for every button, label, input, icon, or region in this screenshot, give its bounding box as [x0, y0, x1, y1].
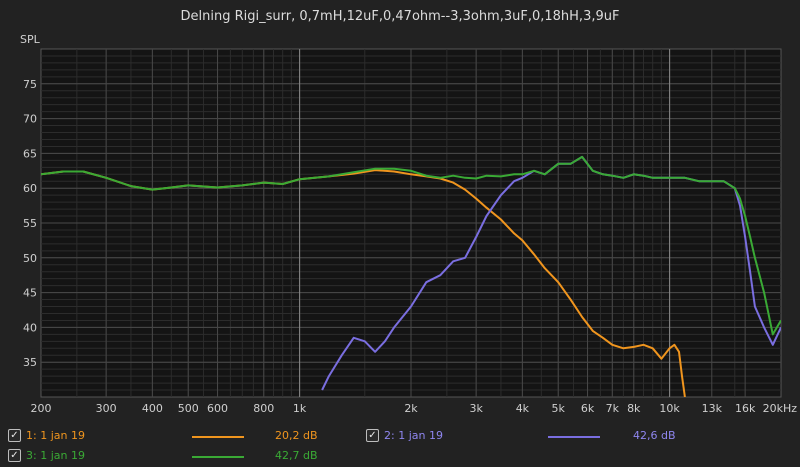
series-2-value: 42,6 dB: [633, 429, 676, 442]
series-layer: [41, 155, 781, 397]
y-tick-label: 40: [23, 321, 37, 334]
series-1-value: 20,2 dB: [275, 429, 318, 442]
y-axis-label: SPL: [20, 33, 40, 46]
series-2-label: 2: 1 jan 19: [384, 429, 443, 442]
series-3-checkbox[interactable]: ✓: [8, 449, 21, 462]
y-tick-label: 65: [23, 147, 37, 160]
x-tick-label: 600: [207, 402, 228, 415]
series-1-checkbox[interactable]: ✓: [8, 429, 21, 442]
y-tick-labels: 35 40 45 50 55 60 65 70 75: [23, 78, 37, 369]
x-tick-label: 2k: [404, 402, 418, 415]
series-1-label: 1: 1 jan 19: [26, 429, 85, 442]
y-tick-label: 75: [23, 78, 37, 91]
y-tick-label: 60: [23, 182, 37, 195]
x-tick-label: 13k: [702, 402, 723, 415]
x-tick-label: 6k: [581, 402, 595, 415]
x-tick-label: 4k: [516, 402, 530, 415]
x-tick-labels: 200 300 400 500 600 800 1k 2k 3k 4k 5k 6k 7k 8k 10k 13k…: [31, 402, 798, 415]
series-3-value: 42,7 dB: [275, 449, 318, 462]
series-2-swatch: [548, 436, 600, 438]
y-tick-label: 45: [23, 287, 37, 300]
x-tick-label: 200: [31, 402, 52, 415]
x-tick-label: 500: [178, 402, 199, 415]
x-tick-label: 10k: [659, 402, 680, 415]
x-tick-label: 3k: [469, 402, 483, 415]
y-tick-label: 55: [23, 217, 37, 230]
series-2-checkbox[interactable]: ✓: [366, 429, 379, 442]
y-tick-label: 50: [23, 252, 37, 265]
x-tick-label: 7k: [606, 402, 620, 415]
major-grid: [41, 49, 781, 397]
x-tick-label: 1k: [293, 402, 307, 415]
x-tick-label: 16k: [735, 402, 756, 415]
x-tick-label: 800: [253, 402, 274, 415]
chart-title: Delning Rigi_surr, 0,7mH,12uF,0,47ohm--3…: [180, 9, 620, 24]
x-tick-label: 400: [142, 402, 163, 415]
x-tick-label: 8k: [627, 402, 641, 415]
x-tick-label: 20kHz: [763, 402, 798, 415]
x-tick-label: 5k: [552, 402, 566, 415]
y-tick-label: 35: [23, 356, 37, 369]
legend: ✓ 1: 1 jan 19 20,2 dB ✓ 2: 1 jan 19 42,6…: [0, 424, 800, 467]
y-tick-label: 70: [23, 113, 37, 126]
series-1-swatch: [192, 436, 244, 438]
series-3-line: [41, 155, 781, 336]
series-3-swatch: [192, 456, 244, 458]
x-tick-label: 300: [96, 402, 117, 415]
series-3-label: 3: 1 jan 19: [26, 449, 85, 462]
